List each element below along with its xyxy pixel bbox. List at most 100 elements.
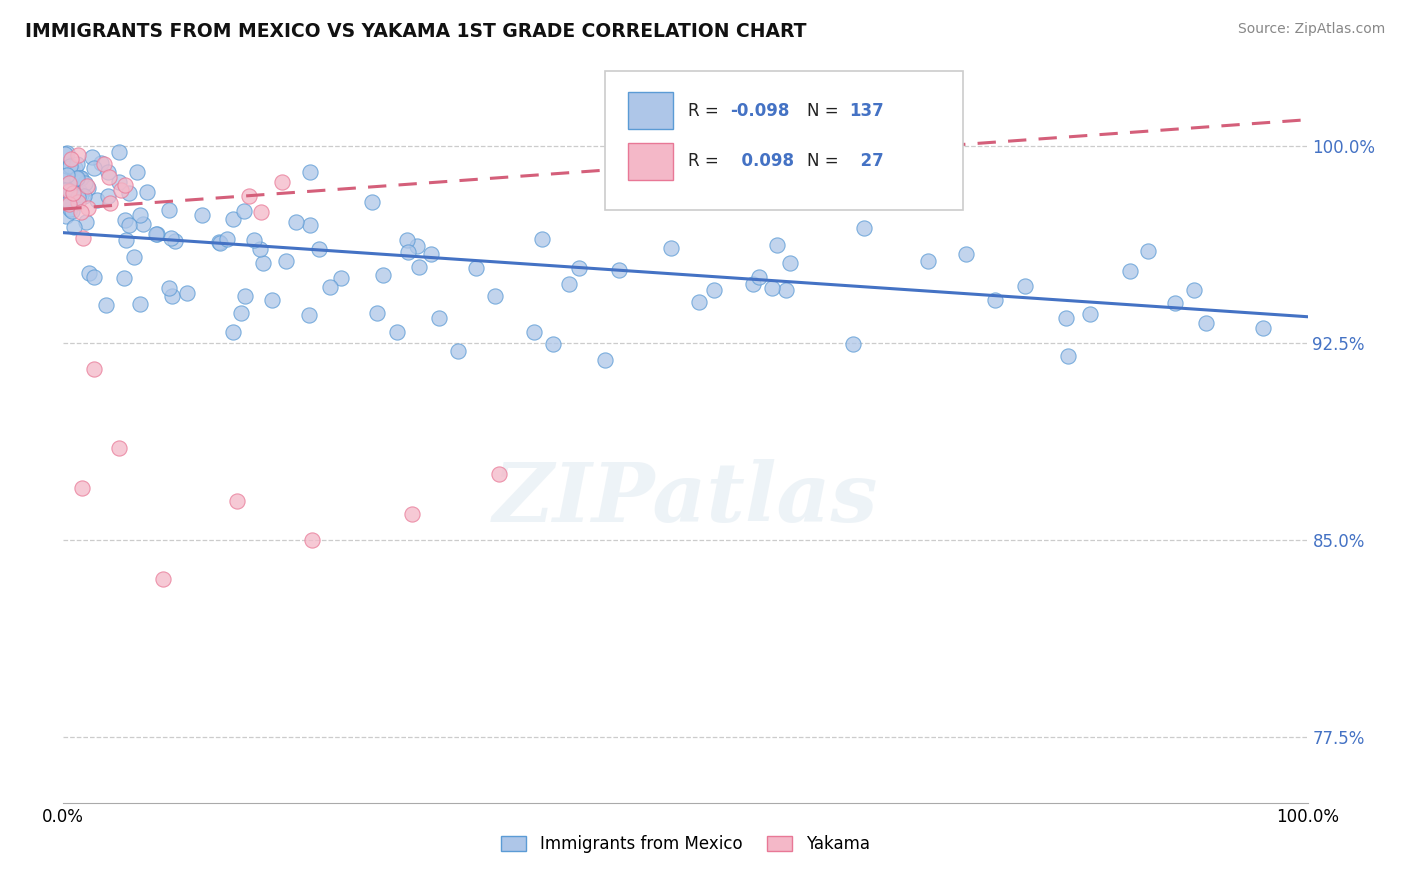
Point — [1253, 321, 1275, 335]
Point — [56, 168, 79, 182]
Point — [465, 261, 488, 276]
Point — [72, 231, 94, 245]
Point — [69, 170, 91, 185]
Point — [56, 159, 79, 173]
Point — [1163, 296, 1185, 310]
Text: ZIPatlas: ZIPatlas — [492, 459, 879, 540]
Point — [110, 183, 132, 197]
Point — [83, 362, 105, 376]
Point — [661, 242, 683, 256]
Point — [59, 202, 82, 216]
Point — [285, 215, 308, 229]
Point — [136, 185, 159, 199]
Point — [114, 178, 136, 193]
Point — [66, 157, 89, 171]
Point — [73, 177, 96, 191]
Point — [129, 208, 152, 222]
Point — [301, 533, 323, 547]
Point — [128, 297, 150, 311]
Point — [252, 255, 274, 269]
Point — [488, 467, 510, 482]
Point — [853, 221, 876, 235]
Text: N =: N = — [807, 153, 844, 170]
Point — [191, 208, 214, 222]
Point — [56, 165, 79, 179]
Point — [56, 180, 79, 194]
Point — [53, 147, 76, 161]
Text: R =: R = — [688, 102, 724, 120]
Point — [703, 283, 725, 297]
Point — [125, 165, 148, 179]
Text: IMMIGRANTS FROM MEXICO VS YAKAMA 1ST GRADE CORRELATION CHART: IMMIGRANTS FROM MEXICO VS YAKAMA 1ST GRA… — [25, 22, 807, 41]
Point — [69, 185, 91, 199]
Point — [396, 244, 419, 259]
Point — [243, 233, 266, 247]
Point — [1057, 349, 1080, 363]
Point — [53, 185, 76, 199]
Point — [955, 247, 977, 261]
Point — [408, 260, 430, 275]
Point — [75, 215, 97, 229]
Point — [60, 152, 83, 166]
Point — [76, 179, 98, 194]
Point — [159, 231, 181, 245]
Point — [165, 234, 187, 248]
Point — [90, 156, 112, 170]
Point — [420, 247, 443, 261]
Point — [229, 306, 252, 320]
Point — [98, 169, 121, 184]
Point — [83, 161, 105, 175]
Point — [53, 192, 76, 206]
Point — [221, 325, 243, 339]
Point — [55, 182, 77, 196]
Point — [775, 283, 797, 297]
Point — [298, 308, 321, 322]
Point — [984, 293, 1007, 307]
Point — [66, 171, 89, 186]
Point — [59, 196, 82, 211]
Point — [217, 232, 239, 246]
Point — [112, 271, 135, 285]
Point — [1195, 317, 1218, 331]
Point — [688, 295, 710, 310]
Point — [53, 188, 76, 202]
Point — [250, 204, 273, 219]
Point — [58, 195, 80, 210]
Point — [270, 175, 292, 189]
Point — [484, 289, 506, 303]
Point — [249, 242, 271, 256]
Text: N =: N = — [807, 102, 844, 120]
Point — [1182, 283, 1205, 297]
Point — [1054, 310, 1077, 325]
Point — [58, 197, 80, 211]
Point — [58, 184, 80, 198]
Point — [761, 281, 783, 295]
Point — [122, 250, 145, 264]
Point — [60, 203, 83, 218]
Point — [541, 336, 564, 351]
Point — [67, 189, 90, 203]
Point — [558, 277, 581, 291]
Point — [262, 293, 284, 307]
Point — [238, 189, 260, 203]
Point — [373, 268, 395, 282]
Point — [1137, 244, 1160, 259]
Point — [330, 270, 353, 285]
Point — [58, 176, 80, 190]
Point — [76, 181, 98, 195]
Point — [93, 157, 115, 171]
Point — [157, 203, 180, 218]
Point — [97, 189, 120, 203]
Point — [319, 280, 342, 294]
Point — [607, 263, 630, 277]
Point — [132, 217, 155, 231]
Point — [70, 204, 93, 219]
Point — [53, 179, 76, 194]
Point — [69, 170, 91, 185]
Point — [366, 306, 388, 320]
Point — [360, 194, 382, 209]
Point — [222, 211, 245, 226]
Point — [59, 177, 82, 191]
Point — [55, 183, 77, 197]
Point — [842, 336, 865, 351]
